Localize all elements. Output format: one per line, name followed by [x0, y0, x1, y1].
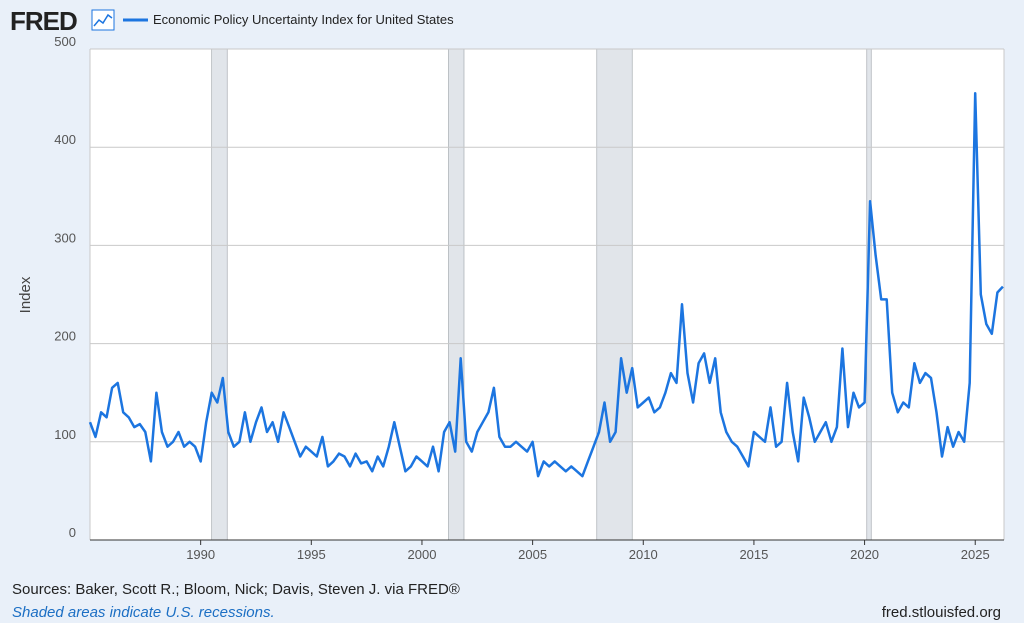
recession-band [448, 48, 465, 541]
legend-label: Economic Policy Uncertainty Index for Un… [153, 12, 454, 27]
series-line [88, 91, 1004, 478]
plot-area [90, 49, 1004, 540]
recession-band [211, 48, 228, 541]
y-tick-label: 0 [69, 525, 76, 540]
x-tick-label: 1995 [297, 547, 326, 562]
url: fred.stlouisfed.org [882, 604, 1001, 621]
note: Shaded areas indicate U.S. recessions. [12, 604, 275, 621]
x-tick-label: 2025 [961, 547, 990, 562]
logo-icon [91, 9, 115, 31]
y-tick-label: 500 [54, 34, 76, 49]
source: Sources: Baker, Scott R.; Bloom, Nick; D… [12, 581, 460, 598]
x-tick-label: 2010 [629, 547, 658, 562]
y-tick-label: 100 [54, 427, 76, 442]
x-tick-label: 2015 [739, 547, 768, 562]
logo: FRED [10, 6, 77, 36]
y-tick-label: 400 [54, 132, 76, 147]
y-axis-label: Index [17, 276, 34, 313]
recession-band [596, 48, 633, 541]
x-tick-label: 1990 [186, 547, 215, 562]
x-tick-label: 2020 [850, 547, 879, 562]
y-tick-label: 300 [54, 230, 76, 245]
x-tick-label: 2005 [518, 547, 547, 562]
y-tick-label: 200 [54, 329, 76, 344]
x-tick-label: 2000 [408, 547, 437, 562]
